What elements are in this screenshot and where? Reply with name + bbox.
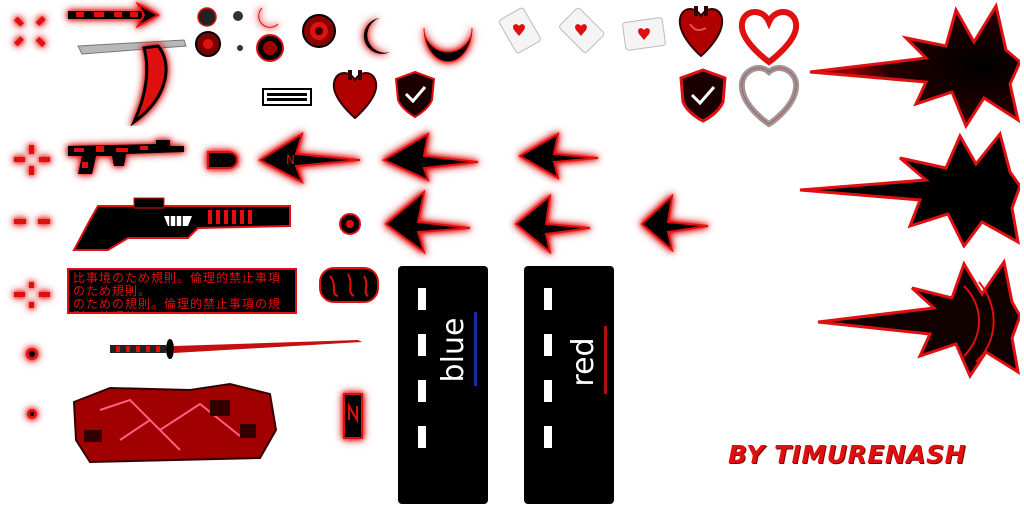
glove-icon [72, 382, 278, 464]
spiked-blast-icon [817, 258, 1020, 380]
spike-arrow-icon [518, 132, 599, 180]
red-heart-icon [678, 6, 724, 58]
x-crosshair-icon [14, 16, 46, 47]
outline-heart-icon [738, 9, 800, 66]
svg-text:N: N [286, 153, 295, 167]
crescent-icon [258, 7, 279, 28]
shield-check-icon [394, 70, 436, 119]
spiked-blast-icon [809, 2, 1020, 130]
banner-dash-marks-icon [544, 288, 552, 448]
shotgun-icon [72, 197, 291, 251]
blue-banner: blue [398, 266, 488, 504]
crescent-bowl-icon [423, 27, 473, 62]
playing-card-icon [559, 7, 605, 53]
health-bar-frame-icon [262, 88, 312, 106]
round-cap-icon [339, 213, 361, 235]
red-banner-underline [604, 326, 607, 394]
outline-shield-icon [738, 65, 800, 128]
playing-card-icon [622, 17, 666, 51]
assault-rifle-icon [68, 140, 184, 174]
bullet-icon [207, 151, 238, 169]
banner-dash-marks-icon [418, 288, 426, 448]
cross-crosshair-icon [14, 145, 50, 175]
red-banner-label: red [566, 337, 601, 387]
tiny-dot-icon [237, 45, 243, 51]
n-badge-icon [343, 393, 363, 439]
spike-arrow-icon [640, 194, 709, 252]
playing-card-icon [498, 7, 541, 54]
tiny-dark-orb-icon [233, 11, 243, 21]
spike-arrow-icon: N [257, 132, 361, 184]
dot-crosshair-icon [26, 348, 38, 360]
small-dark-orb-icon [197, 7, 217, 27]
blue-banner-label: blue [436, 317, 471, 383]
arrow-sprite-icon [68, 2, 161, 29]
red-swirl-orb-icon [195, 31, 221, 57]
red-banner: red [524, 266, 614, 504]
bracket-crosshair-icon [14, 282, 50, 308]
kanji-panel: 比事境のため規則。倫理的禁止事項のため規則。のための規則。倫理的禁止事項の規則。… [67, 268, 297, 314]
red-ring-orb-icon [256, 34, 284, 62]
scythe-icon [77, 39, 187, 126]
dash-crosshair-icon [14, 219, 50, 224]
blue-banner-underline [474, 312, 477, 386]
grip-cap-icon [319, 267, 379, 303]
spiked-blast-icon [799, 130, 1020, 248]
red-orb-icon [302, 14, 336, 48]
crescent-large-icon [363, 18, 390, 54]
shield-check-icon [679, 68, 727, 123]
katana-icon [110, 339, 362, 359]
spike-arrow-icon [384, 190, 471, 254]
spike-arrow-icon [514, 194, 591, 254]
small-dot-crosshair-icon [27, 409, 37, 419]
spike-arrow-icon [381, 132, 479, 182]
red-heart-icon [332, 70, 378, 120]
author-credit: BY TIMURENASH [728, 440, 967, 469]
